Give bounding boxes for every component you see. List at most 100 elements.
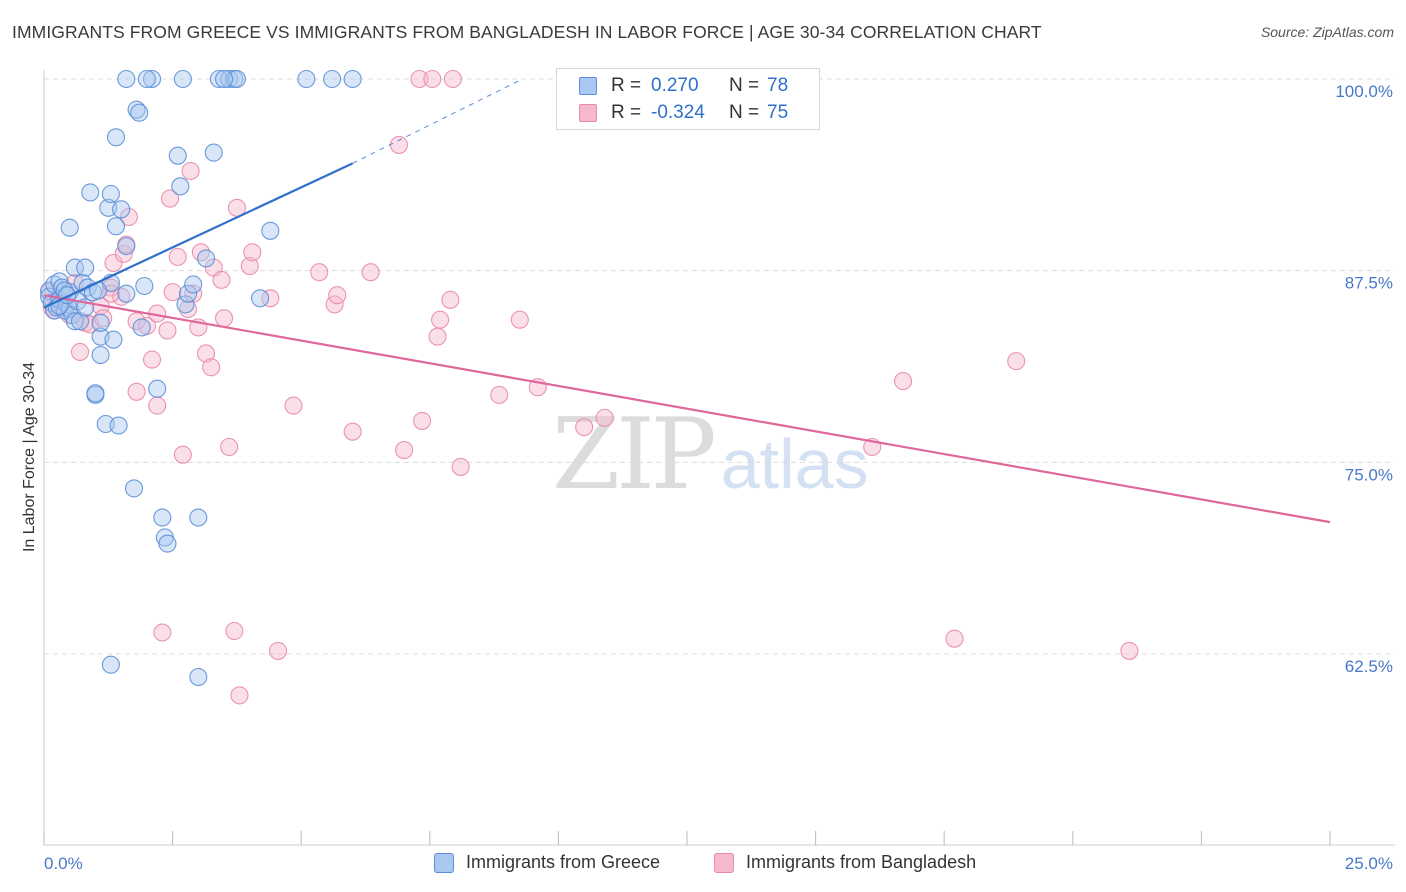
bangladesh-point bbox=[361, 263, 380, 282]
greece-point bbox=[91, 313, 110, 332]
bangladesh-point bbox=[160, 189, 180, 208]
greece-point bbox=[176, 295, 195, 314]
bangladesh-point bbox=[269, 641, 288, 660]
legend-item-greece: Immigrants from Greece bbox=[434, 852, 660, 873]
trend-lines bbox=[43, 78, 1331, 524]
greece-point bbox=[204, 143, 223, 162]
bangladesh-point bbox=[945, 629, 964, 648]
greece-point bbox=[70, 312, 90, 331]
y-tick-label: 87.5% bbox=[1345, 274, 1393, 293]
bangladesh-legend-label: Immigrants from Bangladesh bbox=[746, 852, 977, 872]
bangladesh-point bbox=[243, 243, 262, 262]
greece-point bbox=[65, 258, 84, 277]
greece-point bbox=[117, 69, 136, 89]
greece-r-value: 0.270 bbox=[651, 75, 699, 96]
axes bbox=[43, 70, 1395, 846]
bangladesh-legend-swatch bbox=[714, 852, 734, 873]
bangladesh-point bbox=[142, 350, 162, 369]
gridlines bbox=[44, 78, 1395, 655]
bangladesh-point bbox=[225, 621, 244, 641]
greece-point bbox=[109, 416, 128, 435]
greece-swatch bbox=[579, 77, 597, 95]
greece-point bbox=[106, 217, 126, 236]
bangladesh-point bbox=[261, 289, 280, 308]
bangladesh-point bbox=[70, 342, 90, 361]
greece-points bbox=[40, 69, 362, 687]
greece-point bbox=[135, 276, 154, 296]
greece-point bbox=[60, 218, 79, 237]
y-tick-label: 100.0% bbox=[1335, 82, 1393, 101]
chart-title: IMMIGRANTS FROM GREECE VS IMMIGRANTS FRO… bbox=[12, 22, 1042, 42]
greece-point bbox=[214, 69, 234, 89]
greece-point bbox=[189, 667, 208, 687]
source-credit: Source: ZipAtlas.com bbox=[1260, 24, 1394, 40]
bangladesh-point bbox=[240, 257, 259, 276]
r-label: R = bbox=[611, 102, 642, 123]
greece-trend-line bbox=[43, 162, 354, 309]
greece-point bbox=[343, 69, 362, 89]
bangladesh-point bbox=[443, 69, 462, 89]
greece-n-value: 78 bbox=[767, 75, 789, 96]
x-tick-label: 25.0% bbox=[1345, 854, 1393, 873]
correlation-legend: R = 0.270 N = 78 R = -0.324 N = 75 bbox=[556, 68, 820, 130]
greece-point bbox=[86, 384, 105, 403]
greece-point bbox=[106, 128, 126, 147]
greece-point bbox=[142, 69, 162, 89]
bangladesh-point bbox=[1007, 352, 1026, 371]
y-tick-label: 75.0% bbox=[1345, 465, 1393, 484]
greece-point bbox=[112, 200, 131, 219]
greece-point bbox=[91, 345, 110, 365]
greece-point bbox=[173, 69, 192, 89]
bangladesh-point bbox=[428, 327, 447, 346]
greece-point bbox=[227, 69, 246, 89]
greece-point bbox=[168, 146, 187, 165]
bangladesh-point bbox=[451, 457, 470, 476]
greece-point bbox=[297, 69, 316, 89]
bangladesh-point bbox=[119, 207, 138, 227]
bangladesh-point bbox=[212, 270, 231, 289]
y-tick-label: 62.5% bbox=[1345, 657, 1393, 676]
greece-point bbox=[81, 183, 100, 202]
n-label: N = bbox=[729, 102, 760, 123]
bangladesh-point bbox=[158, 321, 177, 340]
bangladesh-point bbox=[893, 372, 913, 391]
n-label: N = bbox=[729, 75, 760, 96]
greece-point bbox=[250, 289, 270, 308]
bangladesh-point bbox=[328, 286, 347, 305]
greece-point bbox=[137, 69, 156, 89]
greece-point bbox=[117, 237, 136, 256]
greece-trend-extension bbox=[352, 78, 523, 164]
r-label: R = bbox=[611, 75, 642, 96]
bangladesh-point bbox=[148, 396, 167, 415]
greece-point bbox=[65, 312, 84, 331]
series-legend: Immigrants from Greece Immigrants from B… bbox=[0, 852, 1406, 876]
bangladesh-point bbox=[510, 310, 529, 329]
bangladesh-trend-line bbox=[43, 294, 1331, 524]
bangladesh-point bbox=[202, 358, 221, 377]
bangladesh-points bbox=[40, 69, 1139, 705]
bangladesh-point bbox=[410, 69, 429, 89]
greece-point bbox=[124, 479, 144, 498]
bangladesh-r-value: -0.324 bbox=[651, 102, 705, 123]
y-axis-label: In Labor Force | Age 30-34 bbox=[21, 362, 38, 552]
greece-point bbox=[171, 177, 190, 196]
bangladesh-point bbox=[575, 418, 594, 437]
greece-point bbox=[117, 284, 136, 303]
bangladesh-point bbox=[431, 310, 450, 329]
bangladesh-point bbox=[104, 253, 123, 273]
greece-point bbox=[127, 100, 146, 119]
greece-point bbox=[153, 508, 172, 527]
bangladesh-point bbox=[173, 445, 192, 464]
x-tick-labels: 0.0% 25.0% bbox=[44, 854, 1393, 873]
greece-point bbox=[209, 69, 228, 89]
bangladesh-point bbox=[181, 161, 200, 181]
greece-point bbox=[104, 330, 123, 349]
bangladesh-point bbox=[343, 422, 362, 441]
legend-row-bangladesh: R = -0.324 N = 75 bbox=[579, 100, 788, 126]
bangladesh-point bbox=[423, 69, 442, 89]
greece-point bbox=[189, 508, 208, 527]
bangladesh-point bbox=[168, 247, 187, 266]
greece-point bbox=[148, 379, 167, 398]
greece-point bbox=[76, 258, 95, 277]
